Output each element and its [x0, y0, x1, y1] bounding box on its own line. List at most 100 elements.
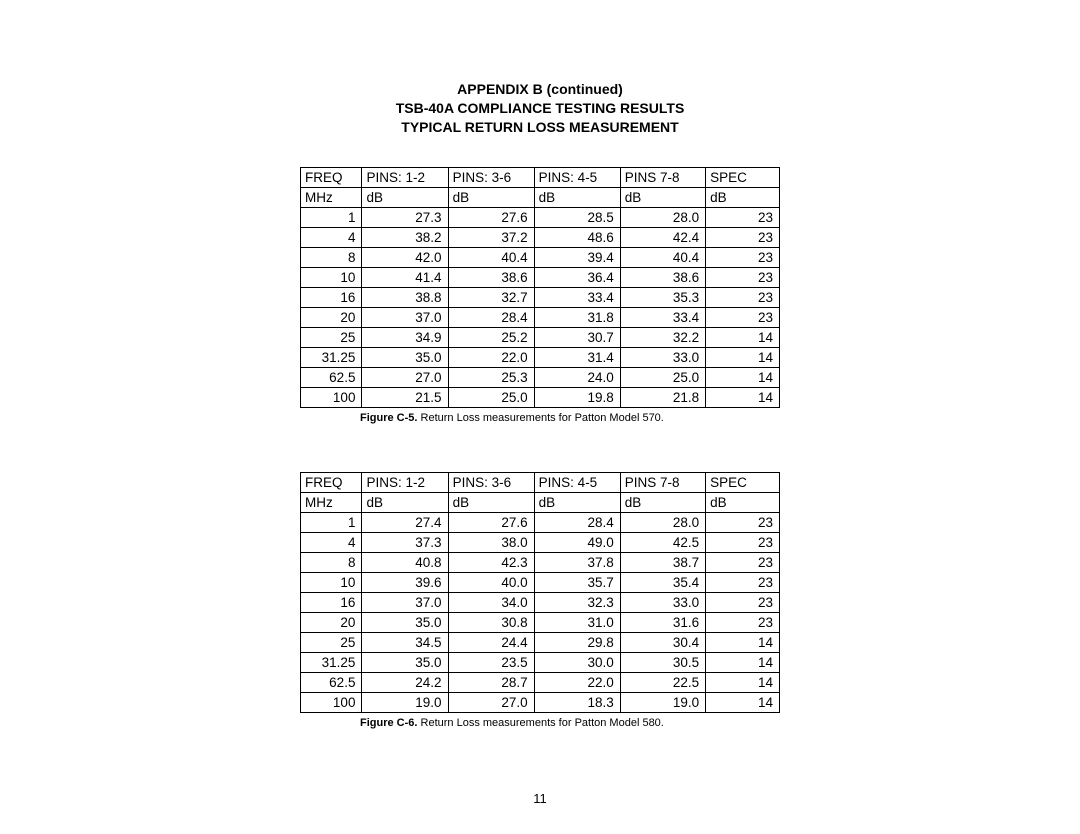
cell: 16 — [301, 592, 362, 612]
cell: 23 — [706, 227, 780, 247]
page-number: 11 — [0, 791, 1080, 806]
unit-pins45: dB — [534, 492, 620, 512]
cell: 31.6 — [620, 612, 705, 632]
cell: 32.2 — [620, 327, 705, 347]
cell: 33.0 — [620, 592, 705, 612]
unit-pins12: dB — [362, 187, 448, 207]
cell: 8 — [301, 552, 362, 572]
cell: 27.0 — [448, 692, 534, 712]
cell: 35.4 — [620, 572, 705, 592]
cell: 14 — [706, 632, 780, 652]
cell: 48.6 — [534, 227, 620, 247]
cell: 25 — [301, 632, 362, 652]
cell: 23 — [706, 552, 780, 572]
cell: 23 — [706, 612, 780, 632]
cell: 19.8 — [534, 387, 620, 407]
col-freq: FREQ — [301, 472, 362, 492]
cell: 14 — [706, 692, 780, 712]
cell: 27.0 — [362, 367, 448, 387]
table-c5: FREQ PINS: 1-2 PINS: 3-6 PINS: 4-5 PINS … — [300, 167, 780, 408]
cell: 32.3 — [534, 592, 620, 612]
cell: 28.5 — [534, 207, 620, 227]
cell: 28.4 — [448, 307, 534, 327]
cell: 28.0 — [620, 512, 705, 532]
cell: 39.6 — [362, 572, 448, 592]
col-pins78: PINS 7-8 — [620, 167, 705, 187]
table-c5-wrap: FREQ PINS: 1-2 PINS: 3-6 PINS: 4-5 PINS … — [300, 167, 780, 424]
cell: 22.5 — [620, 672, 705, 692]
header-line-1: APPENDIX B (continued) — [0, 80, 1080, 99]
cell: 36.4 — [534, 267, 620, 287]
cell: 37.0 — [362, 307, 448, 327]
cell: 14 — [706, 387, 780, 407]
cell: 31.8 — [534, 307, 620, 327]
cell: 14 — [706, 327, 780, 347]
table-row: 31.2535.022.031.433.014 — [301, 347, 780, 367]
table-row: 438.237.248.642.423 — [301, 227, 780, 247]
cell: 30.8 — [448, 612, 534, 632]
cell: 14 — [706, 367, 780, 387]
cell: 25.2 — [448, 327, 534, 347]
cell: 38.6 — [620, 267, 705, 287]
cell: 30.4 — [620, 632, 705, 652]
caption-c6-text: Return Loss measurements for Patton Mode… — [417, 717, 663, 729]
cell: 10 — [301, 572, 362, 592]
col-spec: SPEC — [706, 167, 780, 187]
table-c6-wrap: FREQ PINS: 1-2 PINS: 3-6 PINS: 4-5 PINS … — [300, 472, 780, 729]
cell: 35.7 — [534, 572, 620, 592]
table-row: 2035.030.831.031.623 — [301, 612, 780, 632]
cell: 25.3 — [448, 367, 534, 387]
cell: 40.4 — [620, 247, 705, 267]
cell: 31.0 — [534, 612, 620, 632]
unit-pins78: dB — [620, 492, 705, 512]
cell: 23 — [706, 572, 780, 592]
cell: 41.4 — [362, 267, 448, 287]
col-pins36: PINS: 3-6 — [448, 167, 534, 187]
cell: 42.0 — [362, 247, 448, 267]
cell: 35.0 — [362, 612, 448, 632]
table-row: 127.327.628.528.023 — [301, 207, 780, 227]
cell: 27.6 — [448, 512, 534, 532]
cell: 23 — [706, 592, 780, 612]
caption-c5-bold: Figure C-5. — [360, 412, 417, 424]
table-header-row: FREQ PINS: 1-2 PINS: 3-6 PINS: 4-5 PINS … — [301, 167, 780, 187]
table-row: 1039.640.035.735.423 — [301, 572, 780, 592]
cell: 4 — [301, 532, 362, 552]
cell: 23 — [706, 532, 780, 552]
cell: 38.6 — [448, 267, 534, 287]
cell: 19.0 — [362, 692, 448, 712]
cell: 34.0 — [448, 592, 534, 612]
cell: 100 — [301, 387, 362, 407]
cell: 21.8 — [620, 387, 705, 407]
col-freq: FREQ — [301, 167, 362, 187]
cell: 4 — [301, 227, 362, 247]
cell: 42.3 — [448, 552, 534, 572]
table-row: 10021.525.019.821.814 — [301, 387, 780, 407]
cell: 23 — [706, 247, 780, 267]
unit-freq: MHz — [301, 492, 362, 512]
unit-pins12: dB — [362, 492, 448, 512]
cell: 23.5 — [448, 652, 534, 672]
cell: 19.0 — [620, 692, 705, 712]
cell: 29.8 — [534, 632, 620, 652]
table-row: 437.338.049.042.523 — [301, 532, 780, 552]
cell: 14 — [706, 347, 780, 367]
unit-pins78: dB — [620, 187, 705, 207]
col-pins78: PINS 7-8 — [620, 472, 705, 492]
page: APPENDIX B (continued) TSB-40A COMPLIANC… — [0, 0, 1080, 834]
cell: 28.4 — [534, 512, 620, 532]
cell: 23 — [706, 207, 780, 227]
col-pins36: PINS: 3-6 — [448, 472, 534, 492]
cell: 40.4 — [448, 247, 534, 267]
cell: 24.4 — [448, 632, 534, 652]
cell: 37.8 — [534, 552, 620, 572]
cell: 38.2 — [362, 227, 448, 247]
table-unit-row: MHz dB dB dB dB dB — [301, 187, 780, 207]
caption-c5: Figure C-5. Return Loss measurements for… — [300, 412, 780, 424]
cell: 35.0 — [362, 652, 448, 672]
unit-pins45: dB — [534, 187, 620, 207]
col-pins12: PINS: 1-2 — [362, 167, 448, 187]
cell: 34.5 — [362, 632, 448, 652]
cell: 62.5 — [301, 672, 362, 692]
cell: 25.0 — [448, 387, 534, 407]
